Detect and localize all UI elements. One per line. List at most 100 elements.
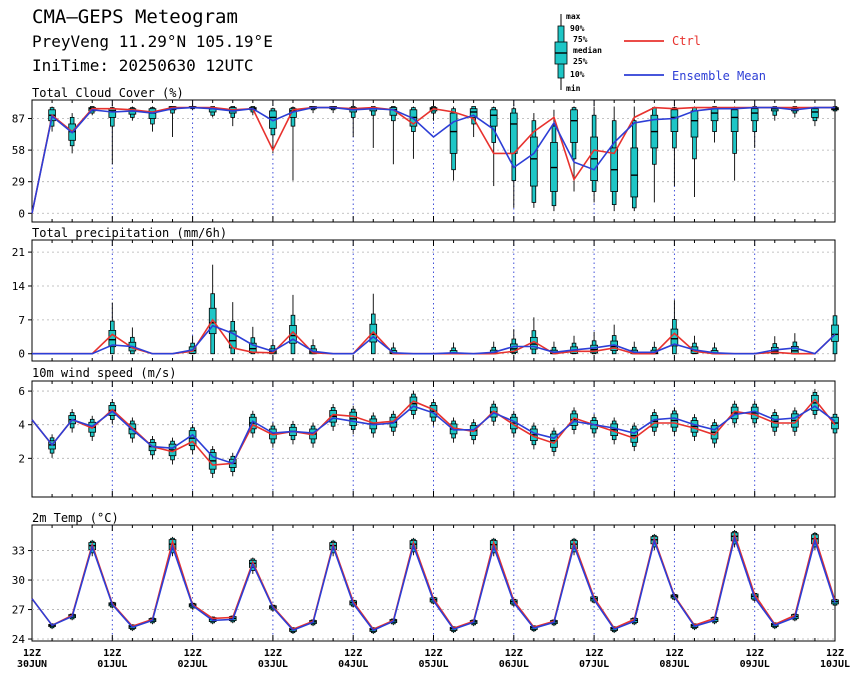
x-tick-label-date: 02JUL [178,659,208,670]
box-whisker [168,106,177,138]
x-tick-label-time: 12Z [23,648,41,659]
box-whisker [530,113,538,208]
x-tick-label-time: 12Z [746,648,764,659]
legend-mean-label: Ensemble Mean [672,69,766,83]
box-25-75 [670,109,679,132]
box-whisker [811,388,819,420]
x-tick-label-time: 12Z [424,648,442,659]
x-tick-label-time: 12Z [184,648,202,659]
y-tick-label: 21 [12,246,25,259]
y-tick-label: 24 [12,633,26,646]
box-whisker [650,106,659,203]
legend-box-label: 75% [573,35,588,44]
box-whisker [791,407,799,436]
box-whisker [228,302,237,355]
box-whisker [208,446,217,479]
meteogram-title: CMA–GEPS Meteogram [32,6,238,28]
legend-box-label: max [566,12,581,21]
box-whisker [710,106,719,143]
box-whisker [128,106,137,121]
ctrl-line [31,398,836,466]
x-tick-label-time: 12Z [665,648,683,659]
box-whisker [690,106,699,197]
ensemble-mean-line [31,534,836,632]
box-25-75 [449,112,458,154]
box-whisker [369,106,378,148]
station-label: PreyVeng 11.29°N 105.19°E [32,32,273,51]
box-whisker [750,106,759,148]
x-tick-label-date: 08JUL [659,659,689,670]
ensemble-mean-line [32,324,836,355]
legend-box-label: 10% [570,70,585,79]
box-25-75 [750,108,759,122]
box-25-75 [831,324,839,342]
y-tick-label: 30 [12,574,25,587]
box-whisker [670,106,679,187]
box-whisker [228,452,237,477]
panel-title-cloud: Total Cloud Cover (%) [32,86,184,100]
box-whisker [208,264,217,355]
box-whisker [409,390,418,420]
y-tick-label: 27 [12,604,25,617]
x-tick-label-date: 06JUL [499,659,529,670]
box-25-75 [570,109,578,143]
x-tick-label-time: 12Z [103,648,121,659]
ensemble-mean-line [31,405,836,465]
ensemble-mean-line [31,106,835,214]
y-tick-label: 0 [18,207,25,220]
box-25-75 [469,108,478,118]
box-whisker [670,407,679,436]
x-tick-label-date: 03JUL [258,659,288,670]
box-25-75 [811,108,819,118]
box-whisker [831,297,839,355]
box-whisker [369,293,378,355]
y-tick-label: 0 [18,348,25,361]
box-25-75 [710,108,719,122]
y-tick-label: 4 [18,419,25,432]
x-tick-label-date: 01JUL [97,659,127,670]
box-25-75 [108,108,117,118]
box-whisker [188,424,197,455]
box-whisker [811,106,819,127]
legend [554,14,664,90]
box-whisker [289,294,297,355]
box-whisker [730,106,739,181]
y-tick-label: 58 [12,144,25,157]
panel-temp [28,524,839,642]
x-tick-label-date: 07JUL [579,659,609,670]
box-whisker [791,333,799,355]
x-tick-label-time: 12Z [344,648,362,659]
box-whisker [449,106,458,181]
x-tick-label-date: 05JUL [418,659,448,670]
legend-box-label: min [566,83,581,93]
ctrl-line [31,106,835,214]
legend-box-label: 90% [570,24,585,33]
box-whisker [509,106,518,208]
y-tick-label: 33 [12,545,25,558]
x-tick-label-time: 12Z [585,648,603,659]
x-tick-label-date: 04JUL [338,659,368,670]
y-tick-label: 87 [12,113,25,126]
box-whisker [349,405,357,435]
x-tick-label-date: 10JUL [820,659,850,670]
legend-ctrl-label: Ctrl [672,34,701,48]
y-tick-label: 29 [12,176,25,189]
box-25-75 [530,136,538,187]
legend-box-label: median [573,45,602,55]
box-whisker [610,106,618,212]
x-tick-label-date: 30JUN [17,659,47,670]
box-whisker [530,317,538,355]
box-25-75 [690,110,699,138]
box-whisker [108,106,117,165]
box-25-75 [630,147,639,198]
box-25-75 [730,109,739,132]
panel-title-temp: 2m Temp (°C) [32,511,119,525]
box-whisker [128,327,137,355]
box-whisker [409,106,418,159]
x-tick-label-time: 12Z [505,648,523,659]
box-whisker [489,106,498,187]
box-25-75 [289,325,297,344]
y-tick-label: 7 [18,314,25,327]
x-tick-label-time: 12Z [264,648,282,659]
